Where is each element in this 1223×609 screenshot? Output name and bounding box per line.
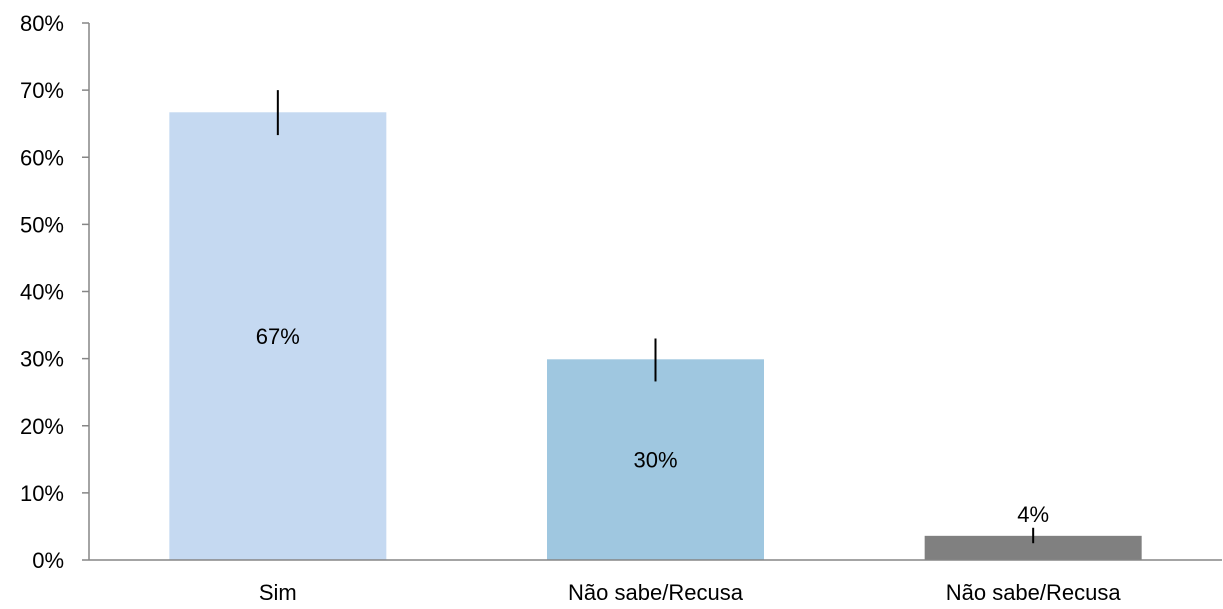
y-tick-label: 40% [20,280,64,305]
y-tick-label: 30% [20,347,64,372]
y-tick-label: 80% [20,11,64,36]
y-tick-label: 10% [20,481,64,506]
data-label: 30% [633,448,677,473]
y-tick-label: 60% [20,145,64,170]
bar [547,359,764,560]
x-tick-label: Não sabe/Recusa [946,580,1122,605]
data-label: 4% [1017,502,1049,527]
x-tick-label: Não sabe/Recusa [568,580,744,605]
bar [169,112,387,561]
y-tick-label: 70% [20,78,64,103]
y-tick-label: 0% [32,548,64,573]
y-tick-label: 20% [20,414,64,439]
x-tick-label: Sim [259,580,297,605]
y-tick-label: 50% [20,212,64,237]
data-label: 67% [256,324,300,349]
